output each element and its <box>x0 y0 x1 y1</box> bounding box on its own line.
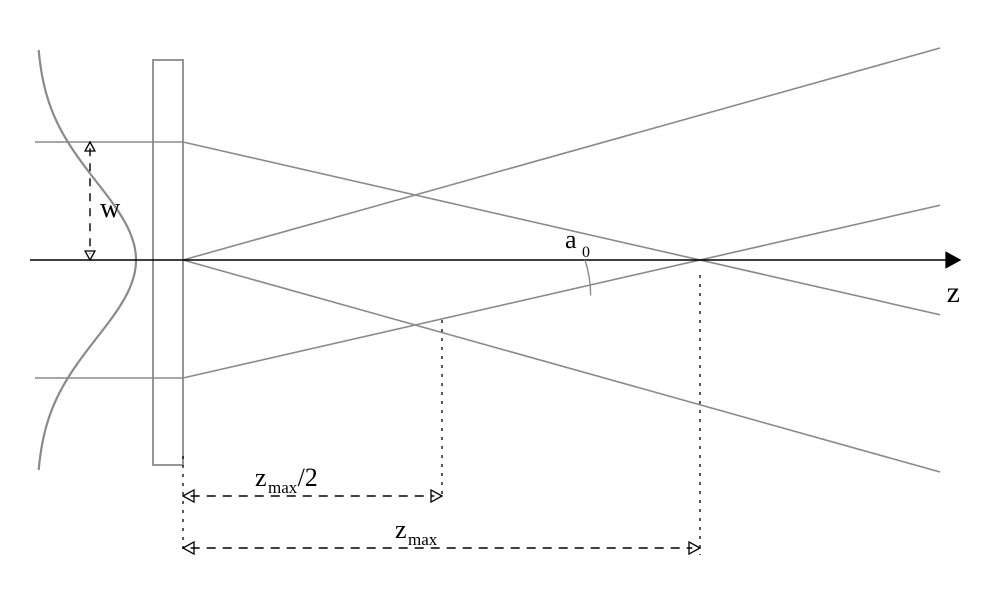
diagram-primitive: max <box>268 478 298 497</box>
diagram-primitive: /2 <box>298 463 318 492</box>
zmax-label: zmax <box>395 515 438 549</box>
diagram-primitive: z <box>395 515 407 544</box>
diagram-primitive: z <box>255 463 267 492</box>
aperture-rect <box>153 60 183 465</box>
optics-diagram: zwa0zmax /2zmax <box>0 0 1000 600</box>
angle-label-sub: 0 <box>582 244 590 261</box>
angle-label: a <box>565 225 577 254</box>
z-axis-label: z <box>947 276 960 309</box>
diagram-primitive <box>85 251 95 260</box>
diagram-primitive <box>946 252 960 267</box>
angle-arc <box>585 260 591 296</box>
zmax-half-label: zmax /2 <box>255 463 318 497</box>
diagram-primitive: max <box>408 530 438 549</box>
w-label: w <box>100 193 121 224</box>
